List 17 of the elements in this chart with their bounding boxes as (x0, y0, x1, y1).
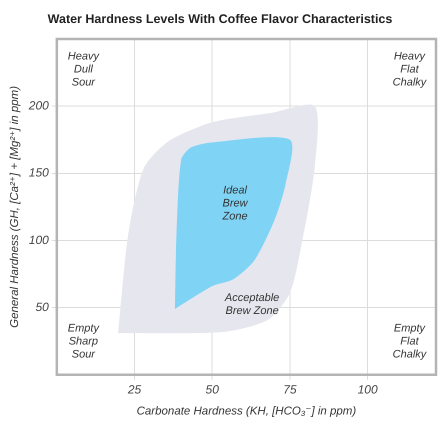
annotation: Heavy Dull Sour (68, 50, 100, 88)
x-tick-label: 100 (358, 382, 378, 396)
annotation: Empty Sharp Sour (68, 322, 100, 360)
y-tick-label: 200 (28, 98, 50, 113)
chart-title: Water Hardness Levels With Coffee Flavor Characteristics (48, 12, 392, 26)
y-tick-label: 150 (28, 166, 50, 180)
y-axis-title: General Hardness (GH, [Ca²⁺] + [Mg²⁺] in ppm) (9, 86, 22, 328)
y-tick-label: 50 (35, 300, 50, 314)
x-tick-label: 50 (206, 382, 220, 396)
annotation: Empty Flat Chalky (392, 322, 428, 360)
x-tick-label: 25 (126, 382, 142, 396)
annotation: Heavy Flat Chalky (392, 50, 428, 88)
x-tick-label: 75 (283, 382, 297, 396)
y-tick-label: 100 (28, 232, 50, 247)
x-axis-title: Carbonate Hardness (KH, [HCO₃⁻] in ppm) (136, 405, 356, 418)
annotation: Ideal Brew Zone (221, 184, 249, 223)
annotation: Acceptable Brew Zone (224, 292, 280, 317)
